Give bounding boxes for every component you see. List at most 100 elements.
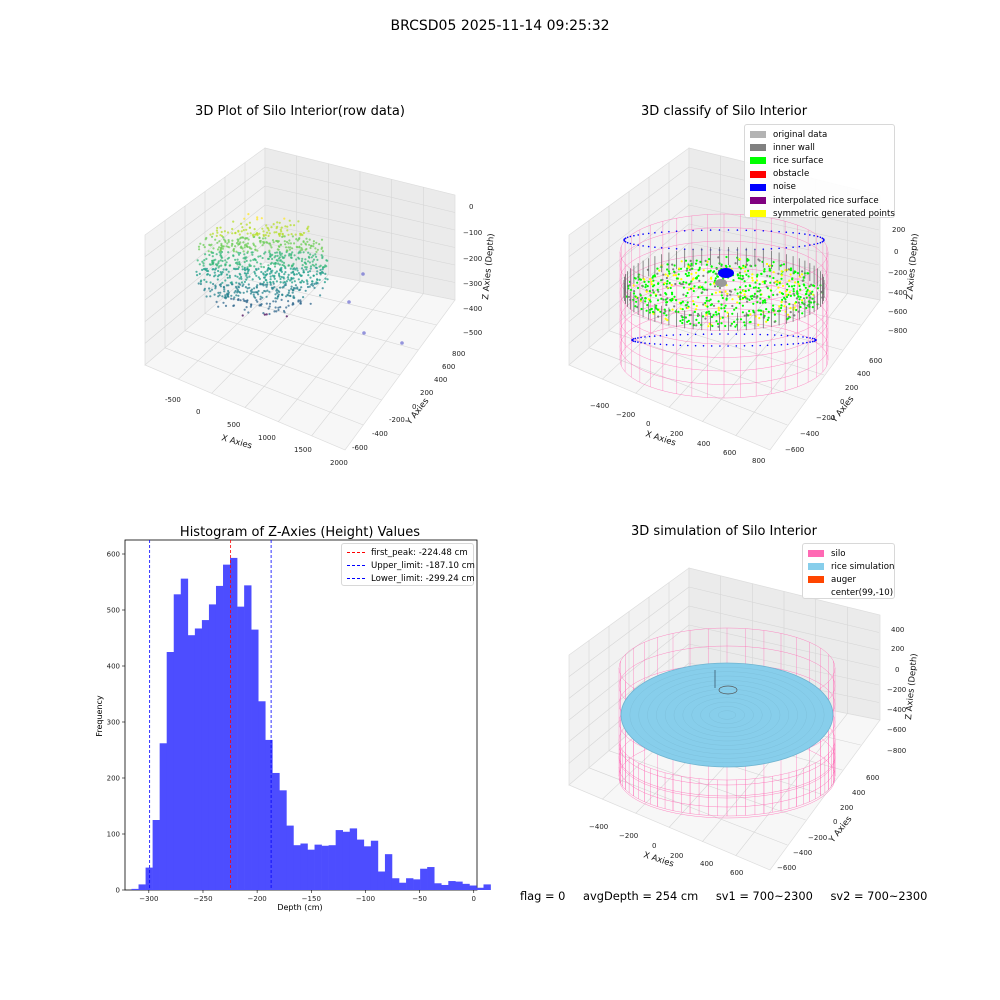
point (310, 244, 313, 247)
point (259, 255, 262, 258)
point (644, 283, 648, 286)
point (731, 312, 734, 315)
point (221, 259, 224, 263)
point (792, 292, 795, 295)
point (679, 267, 683, 270)
grid-line (735, 293, 848, 437)
point (661, 278, 664, 281)
grid-line (311, 293, 424, 437)
point (695, 304, 698, 308)
point (238, 262, 241, 266)
point (646, 304, 649, 307)
point (650, 283, 653, 286)
classify-ytick: −600 (785, 446, 804, 454)
point (756, 290, 759, 293)
point (798, 298, 801, 301)
point (258, 277, 261, 280)
point (246, 267, 249, 271)
point (252, 242, 255, 245)
point (319, 294, 322, 297)
y-tick-label: 500 (107, 607, 120, 615)
classify-xtick: −200 (616, 411, 635, 419)
point (245, 243, 248, 246)
grid-line (568, 643, 690, 742)
avg-depth-status: avgDepth = 254 cm (583, 889, 699, 903)
noise-point (634, 337, 637, 340)
surface-mesh (700, 701, 754, 729)
point (254, 248, 257, 251)
point (698, 266, 701, 269)
point (262, 273, 265, 276)
point (223, 290, 226, 293)
point (246, 276, 249, 279)
classify-point-cloud (623, 229, 825, 347)
point (264, 283, 267, 286)
point (264, 290, 267, 293)
noise-point (773, 334, 776, 336)
histogram-bar (201, 620, 210, 890)
point (230, 297, 233, 300)
point (247, 270, 250, 273)
histogram-bar (138, 884, 146, 890)
point (681, 318, 684, 321)
point (644, 297, 647, 300)
point (234, 261, 238, 265)
point (726, 294, 729, 297)
point (252, 293, 255, 296)
point (293, 242, 296, 245)
legend-label: rice simulation (831, 561, 895, 572)
point (260, 217, 263, 220)
point (694, 308, 698, 311)
point (687, 288, 691, 291)
point (715, 272, 718, 276)
point (293, 224, 296, 227)
point (277, 248, 280, 251)
histogram-reference-lines (149, 540, 272, 890)
classify-ztick: 200 (892, 226, 905, 234)
point (739, 286, 742, 289)
point (274, 254, 277, 258)
point (666, 274, 670, 277)
noise-point (822, 240, 825, 242)
point (287, 278, 290, 281)
noise-point (819, 236, 822, 239)
point (243, 246, 246, 249)
point (283, 240, 286, 243)
surface-mesh (691, 697, 763, 733)
histogram-bar (187, 635, 196, 890)
point (759, 313, 763, 316)
noise-point (809, 244, 811, 246)
histogram-bar (300, 843, 308, 890)
point (213, 293, 216, 296)
point (249, 259, 252, 262)
point (652, 291, 655, 294)
point (681, 300, 685, 303)
point (666, 280, 669, 283)
point (296, 269, 299, 272)
grid-line (144, 204, 266, 301)
point (752, 286, 756, 289)
raw-ytick: 600 (442, 363, 455, 371)
point (747, 269, 750, 272)
point (757, 309, 760, 312)
point (257, 289, 260, 293)
noise-point (759, 344, 761, 347)
noise-point (633, 234, 635, 237)
surface-mesh (629, 667, 825, 763)
noise-point (813, 340, 816, 342)
point (237, 267, 240, 270)
noise-point (754, 229, 756, 232)
point (650, 307, 653, 310)
point (279, 243, 282, 246)
raw-outlier-points (347, 272, 404, 345)
point (258, 304, 261, 307)
point (235, 281, 238, 284)
point (714, 277, 717, 280)
point (720, 263, 723, 266)
point (277, 272, 281, 275)
point (296, 246, 299, 249)
point (255, 268, 258, 272)
point (739, 277, 742, 280)
point (708, 258, 711, 261)
point (323, 281, 326, 284)
